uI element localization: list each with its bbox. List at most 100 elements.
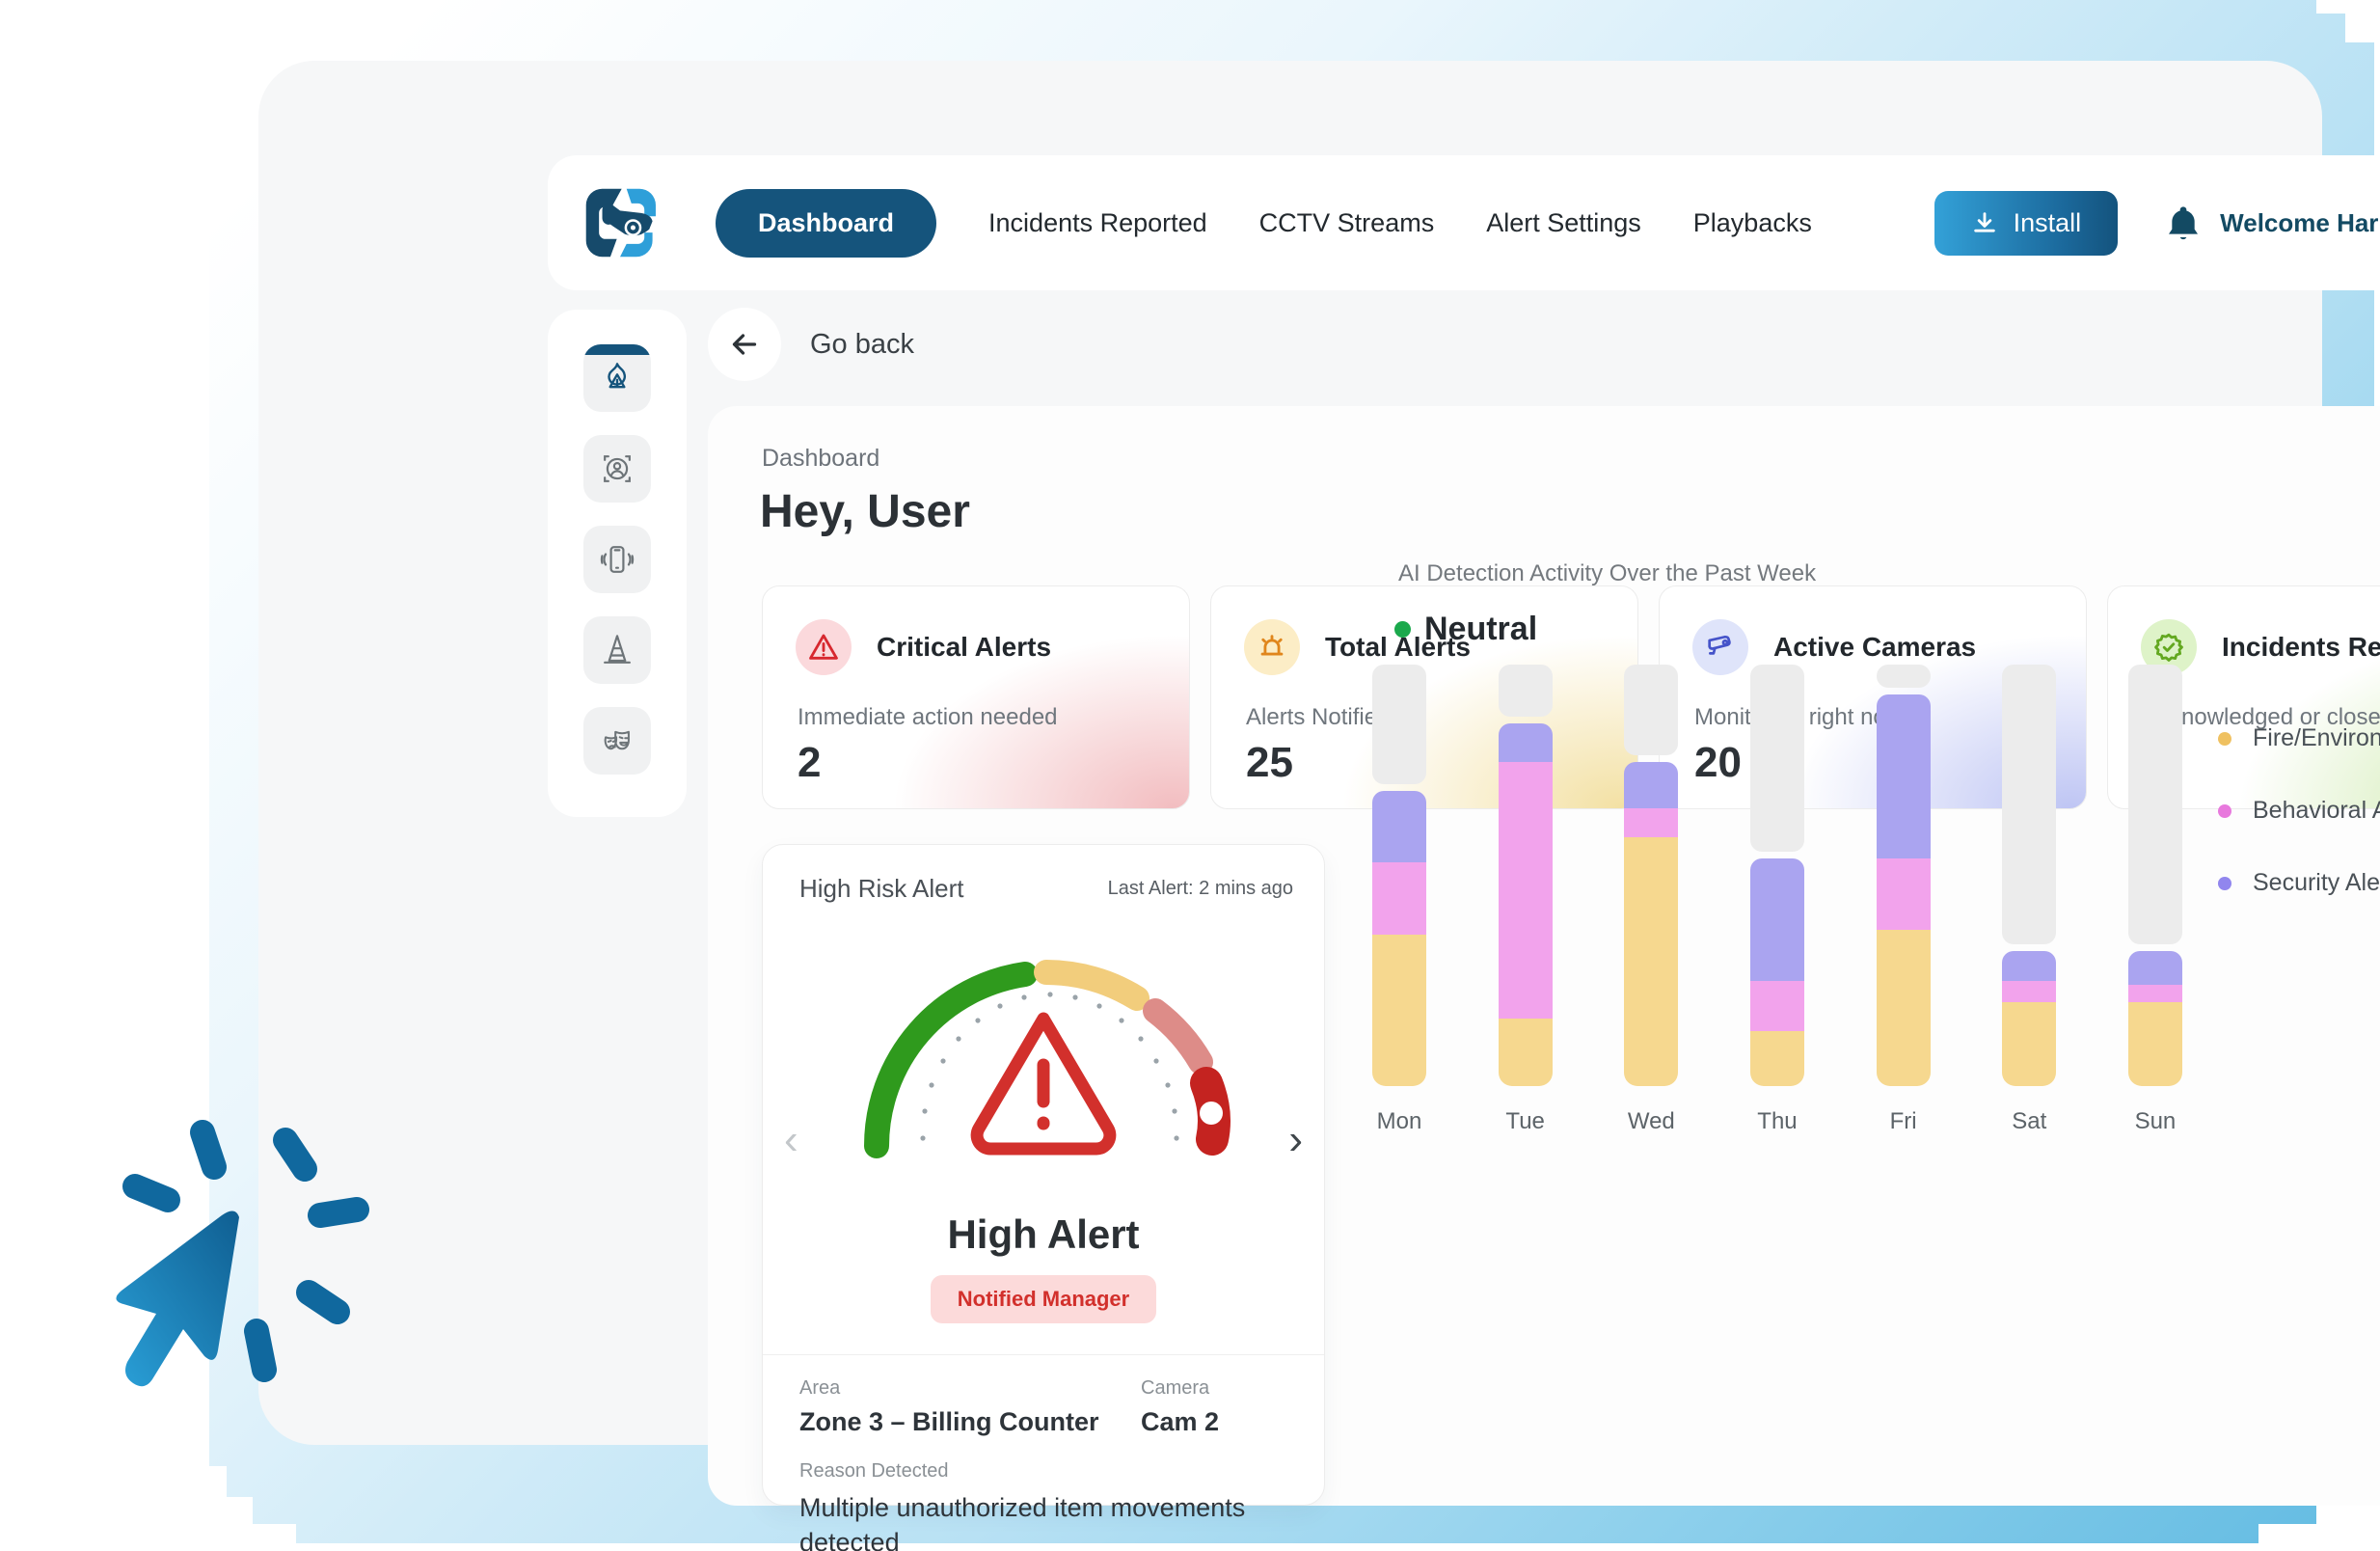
bar-segment	[1498, 723, 1553, 762]
sidebar-item-person-detection[interactable]	[583, 435, 651, 503]
traffic-cone-icon	[604, 635, 631, 664]
camera-label: Camera	[1141, 1377, 1210, 1399]
risk-gauge	[864, 960, 1231, 1158]
stat-card-row: Critical Alerts Immediate action needed …	[762, 585, 2380, 809]
bar-segment	[1372, 862, 1426, 935]
theater-masks-icon	[604, 730, 630, 750]
person-detection-icon	[604, 455, 631, 482]
stat-subtitle: Alerts Notified	[1246, 704, 1391, 730]
bar-segment	[1372, 791, 1426, 863]
main-nav: Dashboard Incidents Reported CCTV Stream…	[716, 188, 1812, 258]
gauge-arc-safe	[864, 962, 1038, 1158]
bar-segment	[1876, 858, 1931, 931]
app-window: Dashboard Incidents Reported CCTV Stream…	[258, 61, 2380, 1551]
bar-segment	[1372, 934, 1426, 1086]
cursor-click-art	[116, 1120, 369, 1387]
gauge-arc-risk	[1143, 998, 1213, 1075]
dashboard-content-card: Dashboard Hey, User Critical Alerts Imme…	[708, 406, 2380, 1551]
status-dot-icon	[1394, 621, 1411, 638]
risk-reason-field: Reason Detected Multiple unauthorized it…	[799, 1460, 1262, 1551]
bar-segment	[1624, 807, 1679, 838]
camera-value: Cam 2	[1141, 1407, 1220, 1436]
legend-dot-icon	[2218, 731, 2231, 746]
sidebar-item-fire-alert[interactable]	[583, 344, 651, 412]
area-value: Zone 3 – Billing Counter	[799, 1407, 1099, 1436]
status-label: Neutral	[1424, 611, 1538, 647]
go-back-button[interactable]	[708, 308, 781, 381]
reason-label: Reason Detected	[799, 1460, 949, 1482]
chart-legend: Fire/Environmental Alerts Behavioral Ale…	[2218, 724, 2380, 941]
go-back-label[interactable]: Go back	[810, 329, 914, 360]
stacked-bar-chart	[1372, 665, 2182, 1086]
bar-thu	[1749, 665, 1804, 1086]
bar-segment	[1876, 930, 1931, 1086]
sidebar-item-theater-masks[interactable]	[583, 707, 651, 775]
legend-item-fire-environmental: Fire/Environmental Alerts	[2218, 724, 2380, 752]
nav-tab-dashboard[interactable]: Dashboard	[716, 188, 937, 258]
bar-segment	[1624, 837, 1679, 1086]
high-risk-alert-card: High Risk Alert Last Alert: 2 mins ago	[762, 844, 1325, 1551]
gauge-tick-dots	[920, 992, 1179, 1141]
gauge-arc-warn	[1034, 960, 1149, 1011]
top-navigation-bar: Dashboard Incidents Reported CCTV Stream…	[548, 155, 2380, 290]
bar-tue	[1498, 665, 1553, 1086]
notification-bell-icon[interactable]	[2164, 202, 2203, 244]
sidebar-item-traffic-cone[interactable]	[583, 616, 651, 684]
legend-item-security: Security Alerts	[2218, 869, 2380, 897]
divider	[763, 1354, 1324, 1355]
carousel-next-button[interactable]: ›	[1288, 1116, 1303, 1163]
cctv-camera-icon	[1708, 635, 1731, 655]
risk-status-text: High Alert	[947, 1211, 1140, 1257]
nav-tab-incidents-reported[interactable]: Incidents Reported	[988, 207, 1207, 237]
stat-value: 2	[798, 739, 822, 786]
bar-segment	[1749, 1031, 1804, 1086]
card-wash	[2214, 619, 2380, 808]
card-wash	[1317, 619, 1637, 808]
bar-segment	[1876, 694, 1931, 859]
bar-label-fri: Fri	[1889, 1108, 1917, 1134]
bar-segment	[2127, 1001, 2182, 1086]
bar-label-tue: Tue	[1505, 1108, 1545, 1134]
install-button[interactable]: Install	[1934, 190, 2119, 256]
notified-manager-badge: Notified Manager	[930, 1275, 1157, 1323]
bar-segment	[1624, 761, 1679, 808]
click-rays	[122, 1120, 369, 1382]
bar-segment	[2127, 985, 2182, 1002]
sidebar-item-phone-vibration[interactable]	[583, 526, 651, 593]
bar-segment	[1749, 858, 1804, 981]
welcome-user-text: Welcome Harish	[2220, 207, 2380, 237]
risk-camera-field: Camera Cam 2	[1141, 1377, 1219, 1437]
risk-area-field: Area Zone 3 – Billing Counter	[799, 1377, 1099, 1437]
risk-last-alert-time: Last Alert: 2 mins ago	[1107, 878, 1293, 899]
stat-subtitle: Acknowledged or closed alerts	[2143, 704, 2380, 730]
stat-value: 20	[1694, 739, 1742, 786]
nav-tab-alert-settings[interactable]: Alert Settings	[1486, 207, 1641, 237]
bar-segment	[1749, 980, 1804, 1032]
cursor-arrow	[116, 1211, 239, 1387]
nav-tab-playbacks[interactable]: Playbacks	[1692, 207, 1812, 237]
stat-card-incidents-resolved: Incidents Resolved Acknowledged or close…	[2107, 585, 2380, 809]
nav-tab-cctv-streams[interactable]: CCTV Streams	[1258, 207, 1435, 237]
cctv-logo-icon[interactable]	[579, 182, 662, 263]
carousel-prev-button[interactable]: ‹	[784, 1116, 798, 1163]
page-eyebrow: Dashboard	[762, 445, 880, 472]
bar-label-mon: Mon	[1376, 1108, 1422, 1134]
fire-alert-icon	[608, 363, 626, 389]
stat-card-critical-alerts: Critical Alerts Immediate action needed …	[762, 585, 1190, 809]
bar-segment	[1498, 761, 1553, 1020]
bar-label-sat: Sat	[2012, 1108, 2047, 1134]
download-icon	[1973, 212, 1995, 232]
badge-check-icon	[2154, 633, 2183, 662]
card-wash	[869, 619, 1189, 808]
phone-vibration-icon	[600, 546, 635, 573]
stat-title: Incidents Resolved	[2222, 632, 2380, 662]
legend-item-behavioral: Behavioral Alerts	[2218, 797, 2380, 825]
icon-sidebar	[548, 310, 687, 817]
bar-segment	[2002, 980, 2057, 1002]
stat-title: Critical Alerts	[877, 632, 1052, 662]
bar-sun	[2127, 665, 2182, 1086]
page-title: Hey, User	[760, 486, 970, 537]
gauge-needle	[1190, 1067, 1231, 1156]
risk-card-title: High Risk Alert	[799, 874, 964, 903]
